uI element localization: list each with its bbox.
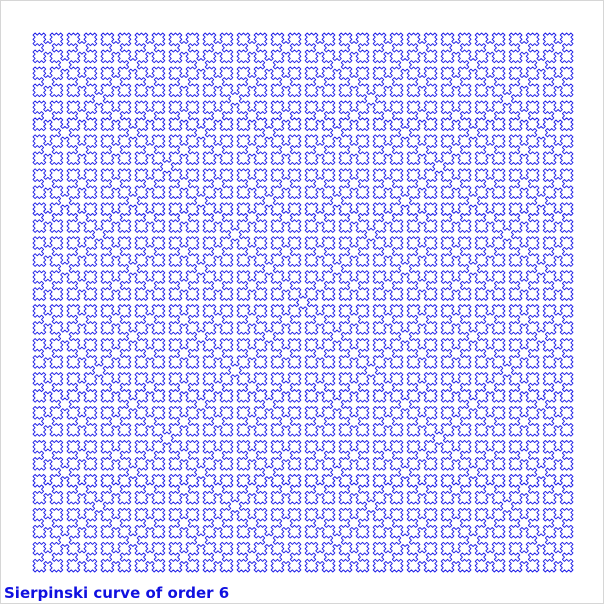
sierpinski-curve: [32, 32, 574, 573]
figure-title: Sierpinski curve of order 6: [4, 584, 230, 602]
